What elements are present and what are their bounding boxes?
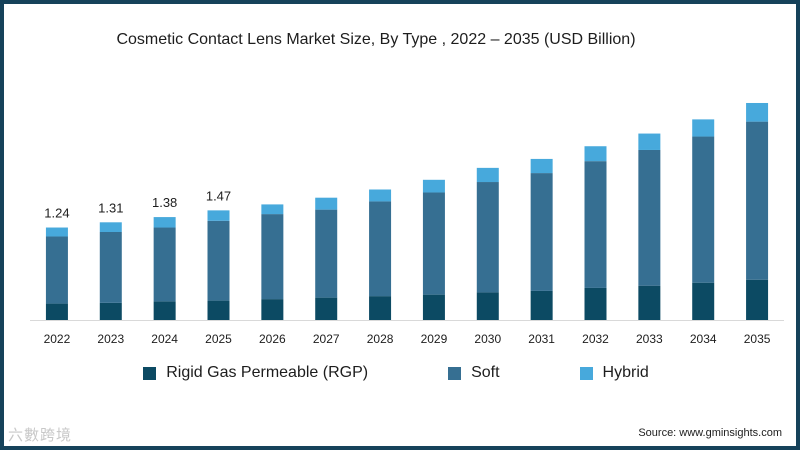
bar-rgp-2032 <box>584 287 607 320</box>
bar-rgp-2027 <box>315 297 338 320</box>
bar-hybrid-2035 <box>746 102 769 122</box>
bar-rgp-2023 <box>99 302 122 320</box>
x-tick-label-2026: 2026 <box>259 332 286 346</box>
legend-item-rgp: Rigid Gas Permeable (RGP) <box>143 364 368 382</box>
bar-hybrid-2034 <box>692 119 715 137</box>
bar-soft-2022 <box>45 236 68 304</box>
bar-soft-2032 <box>584 161 607 288</box>
data-label-2023: 1.31 <box>98 200 123 215</box>
bar-rgp-2028 <box>369 296 392 320</box>
legend-label-rgp: Rigid Gas Permeable (RGP) <box>166 364 369 381</box>
x-tick-label-2028: 2028 <box>367 332 394 346</box>
source-note: Source: www.gminsights.com <box>638 427 782 439</box>
bar-hybrid-2028 <box>369 189 392 202</box>
bar-soft-2035 <box>746 121 769 280</box>
bar-hybrid-2029 <box>422 179 445 193</box>
legend-item-hybrid: Hybrid <box>579 364 649 382</box>
bar-hybrid-2026 <box>261 204 284 215</box>
x-tick-label-2022: 2022 <box>44 332 71 346</box>
bar-rgp-2034 <box>692 282 715 320</box>
bar-soft-2027 <box>315 209 338 298</box>
bar-soft-2034 <box>692 136 715 283</box>
bar-soft-2033 <box>638 149 661 286</box>
x-tick-label-2032: 2032 <box>582 332 609 346</box>
bar-hybrid-2032 <box>584 146 607 162</box>
bar-rgp-2024 <box>153 301 176 320</box>
bar-rgp-2031 <box>530 290 553 320</box>
bar-hybrid-2030 <box>476 167 499 183</box>
data-label-2022: 1.24 <box>44 206 69 221</box>
bar-soft-2023 <box>99 232 122 303</box>
bar-hybrid-2027 <box>315 197 338 210</box>
bar-rgp-2030 <box>476 292 499 320</box>
data-label-2024: 1.38 <box>152 195 177 210</box>
bar-rgp-2035 <box>746 279 769 320</box>
watermark-logo: 六數跨境 <box>8 427 73 444</box>
bar-hybrid-2024 <box>153 217 176 228</box>
x-tick-label-2031: 2031 <box>528 332 555 346</box>
bar-hybrid-2023 <box>99 222 122 232</box>
data-label-2025: 1.47 <box>206 188 231 203</box>
bar-hybrid-2033 <box>638 133 661 150</box>
bar-rgp-2026 <box>261 299 284 320</box>
bar-rgp-2029 <box>422 294 445 320</box>
bar-rgp-2025 <box>207 300 230 320</box>
legend-swatch-rgp <box>143 366 157 380</box>
bar-soft-2025 <box>207 220 230 301</box>
x-tick-label-2023: 2023 <box>97 332 124 346</box>
bar-rgp-2022 <box>45 303 68 320</box>
x-tick-label-2029: 2029 <box>421 332 448 346</box>
bar-soft-2029 <box>422 192 445 295</box>
x-tick-label-2025: 2025 <box>205 332 232 346</box>
bar-hybrid-2031 <box>530 158 553 174</box>
bar-rgp-2033 <box>638 285 661 320</box>
x-tick-label-2024: 2024 <box>151 332 178 346</box>
x-tick-label-2035: 2035 <box>744 332 771 346</box>
x-tick-label-2034: 2034 <box>690 332 717 346</box>
legend-swatch-soft <box>448 366 462 380</box>
bar-soft-2028 <box>369 201 392 297</box>
bar-hybrid-2025 <box>207 210 230 221</box>
bar-soft-2030 <box>476 182 499 293</box>
bar-hybrid-2022 <box>45 227 68 237</box>
legend-swatch-hybrid <box>579 366 593 380</box>
x-tick-label-2033: 2033 <box>636 332 663 346</box>
legend-label-soft: Soft <box>471 364 500 381</box>
bar-soft-2031 <box>530 173 553 291</box>
bar-soft-2024 <box>153 227 176 302</box>
chart-legend: Rigid Gas Permeable (RGP) Soft Hybrid <box>0 364 792 382</box>
x-tick-label-2030: 2030 <box>474 332 501 346</box>
bar-soft-2026 <box>261 214 284 300</box>
chart-title: Cosmetic Contact Lens Market Size, By Ty… <box>116 31 636 48</box>
x-tick-label-2027: 2027 <box>313 332 340 346</box>
legend-item-soft: Soft <box>448 364 500 382</box>
legend-label-hybrid: Hybrid <box>602 364 649 381</box>
